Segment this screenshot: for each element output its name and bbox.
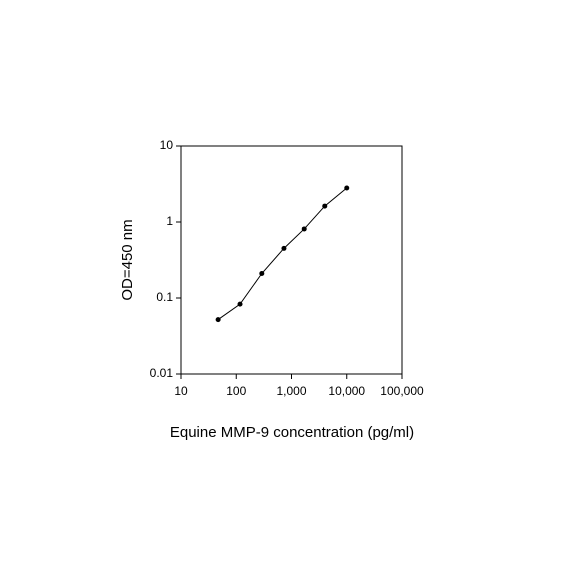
line — [217, 187, 348, 320]
x-axis-title: Equine MMP-9 concentration (pg/ml) — [170, 424, 414, 441]
x-tick-label: 10 — [174, 384, 188, 398]
y-tick-label: 0.01 — [150, 366, 174, 380]
marker — [322, 203, 328, 209]
y-tick-label: 1 — [166, 214, 173, 228]
marker — [281, 245, 287, 251]
x-tick-label: 10,000 — [328, 384, 365, 398]
y-tick-label: 10 — [160, 138, 174, 152]
marker — [259, 271, 265, 277]
marker — [344, 185, 350, 191]
marker — [215, 317, 221, 323]
plot-frame — [180, 145, 403, 375]
marker — [301, 226, 307, 232]
x-tick-label: 100 — [226, 384, 246, 398]
y-axis-title: OD=450 nm — [119, 219, 136, 300]
marker — [237, 301, 243, 307]
x-tick-label: 100,000 — [380, 384, 424, 398]
y-tick-label: 0.1 — [156, 290, 173, 304]
x-tick-label: 1,000 — [276, 384, 306, 398]
